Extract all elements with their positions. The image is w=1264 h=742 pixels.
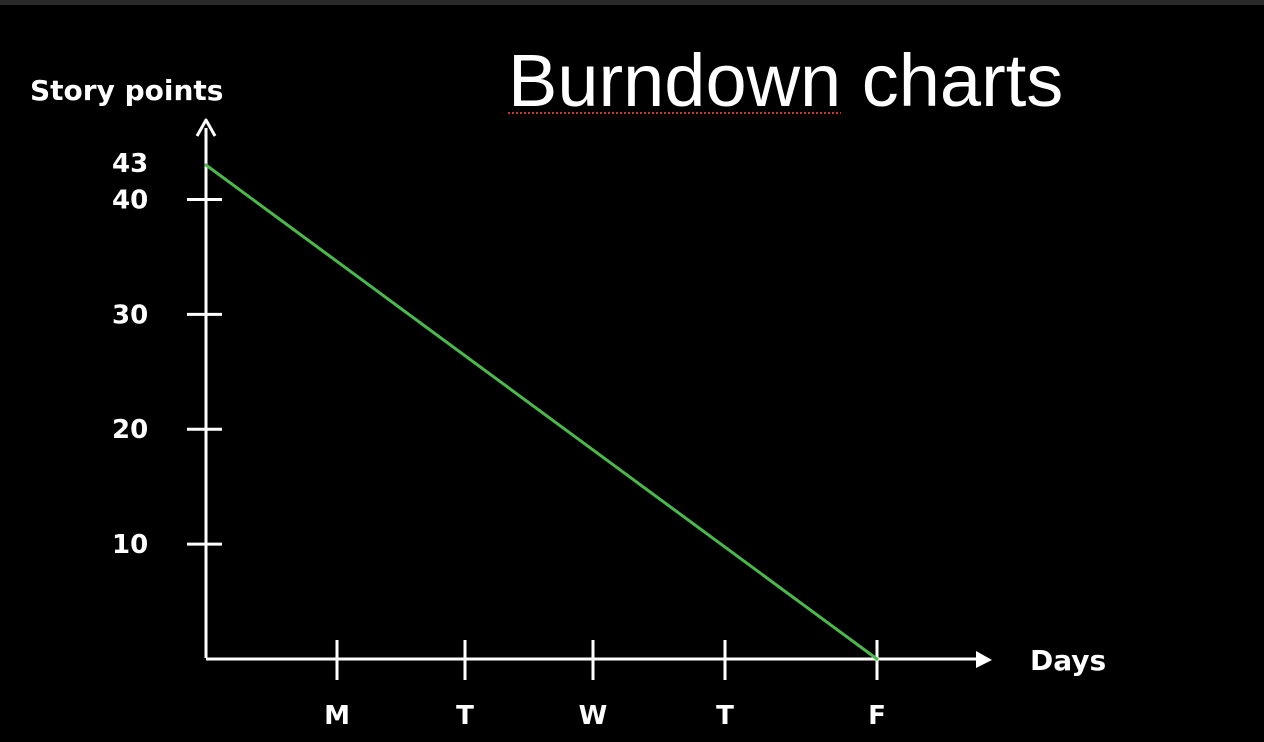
burndown-line-0	[204, 163, 879, 661]
series-layer	[204, 163, 879, 661]
y-tick-label-10: 10	[112, 530, 148, 560]
chart-title: Burndown charts	[508, 44, 1063, 118]
title-word-burndown: Burndown	[508, 39, 842, 122]
x-tick-label-3: W	[579, 701, 608, 731]
y-tick-label-40: 40	[112, 185, 148, 215]
x-tick-label-4: T	[716, 701, 734, 731]
x-tick-label-1: M	[324, 701, 350, 731]
window-top-bar	[0, 0, 1264, 5]
x-axis-arrow	[976, 651, 992, 668]
y-axis-label: Story points	[30, 74, 223, 107]
y-tick-label-20: 20	[112, 415, 148, 445]
x-tick-label-2: T	[456, 701, 474, 731]
y-top-label: 43	[112, 149, 148, 179]
x-axis-label: Days	[1030, 644, 1106, 677]
x-tick-label-5: F	[868, 701, 886, 731]
y-ticks: 10 20 30 40	[112, 185, 222, 560]
title-word-charts: charts	[841, 39, 1064, 122]
y-tick-label-30: 30	[112, 300, 148, 330]
y-axis-arrow	[195, 118, 217, 137]
